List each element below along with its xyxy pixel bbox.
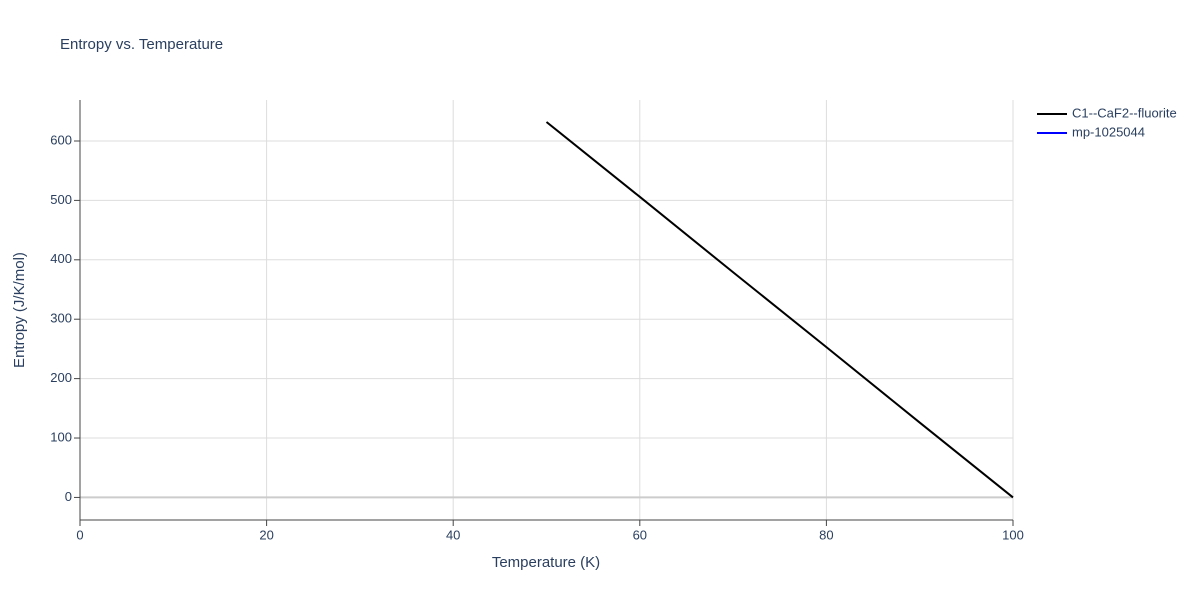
x-tick-label: 20 <box>259 527 273 542</box>
chart-title: Entropy vs. Temperature <box>60 36 223 53</box>
series-line <box>545 121 1014 499</box>
y-tick-label: 0 <box>65 489 72 504</box>
y-tick-label: 100 <box>50 429 72 444</box>
x-tick-label: 80 <box>819 527 833 542</box>
x-tick-label: 60 <box>633 527 647 542</box>
x-tick-label: 40 <box>446 527 460 542</box>
y-tick-label: 600 <box>50 132 72 147</box>
y-tick-label: 400 <box>50 251 72 266</box>
x-tick-label: 0 <box>76 527 83 542</box>
legend-label: C1--CaF2--fluorite <box>1072 105 1177 120</box>
y-axis-title: Entropy (J/K/mol) <box>11 252 28 368</box>
y-tick-label: 300 <box>50 311 72 326</box>
x-tick-label: 100 <box>1002 527 1024 542</box>
x-axis-title: Temperature (K) <box>492 554 600 571</box>
y-tick-label: 200 <box>50 370 72 385</box>
legend-label: mp-1025044 <box>1072 124 1145 139</box>
y-tick-label: 500 <box>50 192 72 207</box>
